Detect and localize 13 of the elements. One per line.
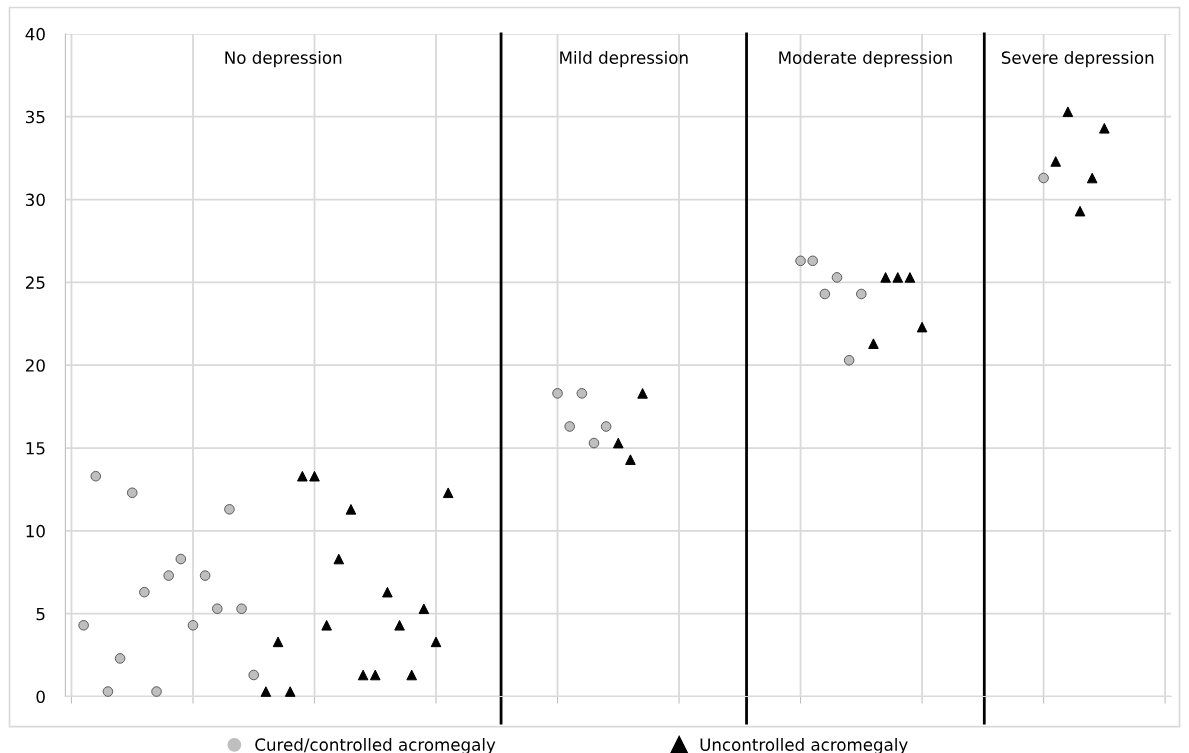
y-tick-label: 25: [25, 276, 45, 289]
y-tick-label: 5: [36, 607, 45, 621]
y-tick-label: 35: [26, 110, 45, 124]
y-tick-label: 10: [26, 524, 45, 538]
y-tick-label: 15: [26, 442, 45, 455]
annotation: No depression: [225, 51, 342, 68]
y-tick-label: 0: [36, 690, 45, 704]
annotation: Moderate depression: [779, 51, 952, 68]
annotation: Severe depression: [1001, 51, 1154, 68]
y-tick-label: 40: [25, 27, 45, 41]
y-tick-label: 20: [25, 359, 45, 372]
y-tick-label: 30: [26, 193, 45, 207]
annotation: Mild depression: [560, 51, 688, 68]
